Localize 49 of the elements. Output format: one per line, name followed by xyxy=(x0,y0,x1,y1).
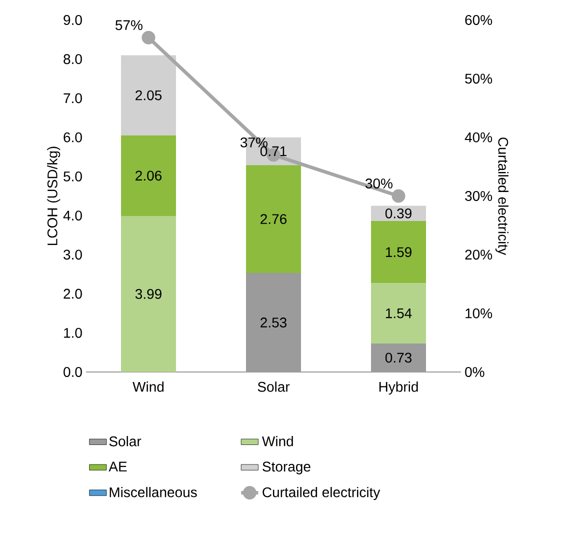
point xyxy=(142,30,156,44)
x-tick-label: Wind xyxy=(132,382,164,392)
y2-tick-label: 60% xyxy=(465,15,492,25)
y-tick-label: 4.0 xyxy=(63,210,82,221)
bar xyxy=(121,55,176,136)
data-label: 30% xyxy=(365,178,392,188)
y-tick-label: 6.0 xyxy=(64,132,82,142)
data-label: 0.71 xyxy=(260,146,286,156)
y2-axis-title: Curtailed electricity xyxy=(495,138,508,256)
y-tick-label: 0.0 xyxy=(64,367,82,377)
data-label: 0.39 xyxy=(385,208,412,218)
x-tick-label: Hybrid xyxy=(379,382,418,395)
y2-tick-label: 40% xyxy=(464,132,492,142)
y2-tick-label: 0% xyxy=(465,367,484,377)
legend-label: Curtailed electricity xyxy=(262,486,380,500)
data-label: 37% xyxy=(240,137,268,148)
legend-label: Storage xyxy=(262,462,310,474)
data-label: 3.99 xyxy=(135,289,162,299)
legend-label: AE xyxy=(108,462,127,472)
data-label: 2.05 xyxy=(136,90,162,100)
bar xyxy=(246,165,302,274)
x-tick-label: Solar xyxy=(258,382,290,392)
bar xyxy=(371,221,426,284)
y2-tick-label: 50% xyxy=(465,74,492,84)
legend-label: Solar xyxy=(109,436,142,446)
legend-label: Miscellaneous xyxy=(110,486,197,498)
data-label: 57% xyxy=(116,20,142,30)
y2-tick-label: 10% xyxy=(466,308,492,318)
bar xyxy=(371,283,426,344)
y-axis-title: LCOH (USD/kg) xyxy=(47,146,60,246)
y2-tick-label: 30% xyxy=(465,191,492,201)
data-label: 2.76 xyxy=(260,214,287,224)
y-tick-label: 9.0 xyxy=(64,15,82,25)
y-tick-label: 1.0 xyxy=(64,328,82,338)
data-label: 1.54 xyxy=(386,308,412,318)
data-label: 2.53 xyxy=(260,318,287,328)
legend-label: Wind xyxy=(262,436,293,446)
y-tick-label: 8.0 xyxy=(64,54,82,64)
y2-tick-label: 20% xyxy=(465,250,492,260)
y-tick-label: 2.0 xyxy=(64,288,82,299)
data-label: 1.59 xyxy=(386,247,412,258)
point xyxy=(392,189,406,203)
data-label: 0.73 xyxy=(385,352,412,363)
data-label: 2.06 xyxy=(136,170,162,181)
bar xyxy=(121,216,176,372)
y-tick-label: 5.0 xyxy=(64,171,82,182)
y-tick-label: 7.0 xyxy=(64,93,82,104)
y-tick-label: 3.0 xyxy=(64,250,82,260)
bar xyxy=(121,135,176,216)
